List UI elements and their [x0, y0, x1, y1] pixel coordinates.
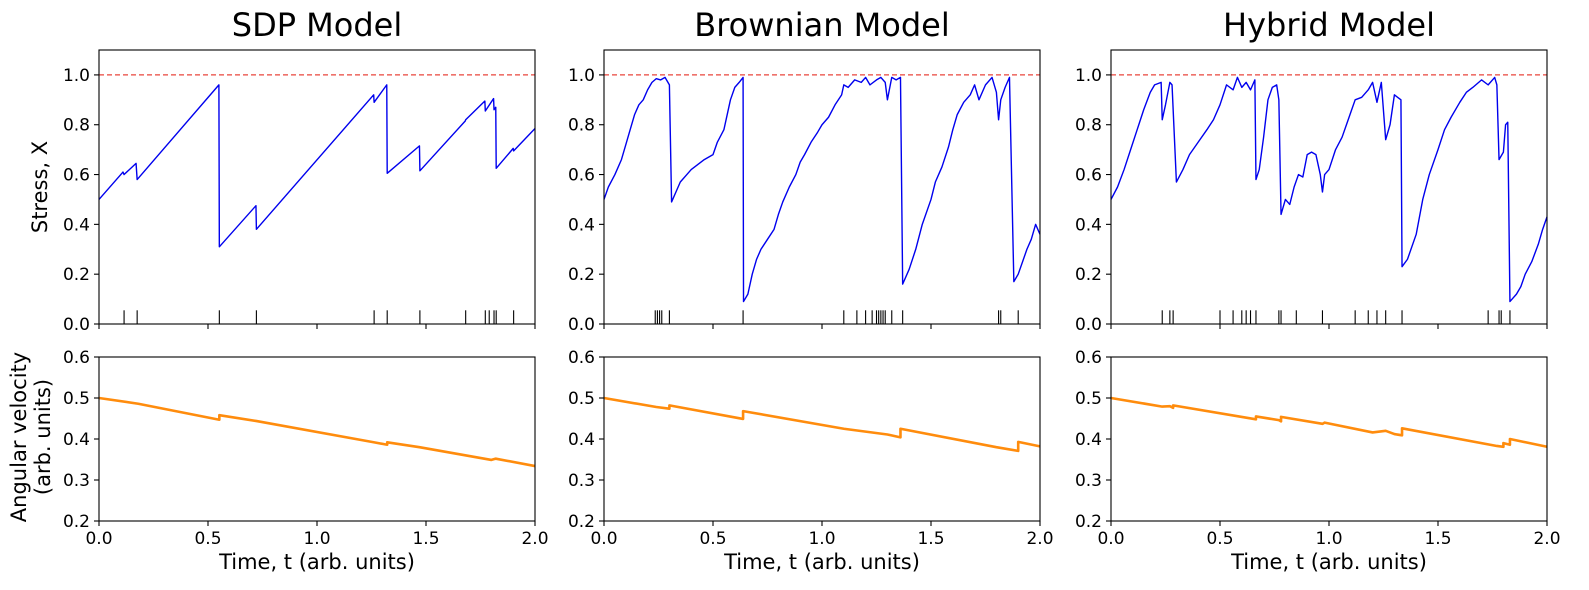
- sdp-model-stress-ytick-label: 0.6: [63, 166, 90, 186]
- hybrid-model-velocity-ytick-label: 0.4: [1075, 430, 1102, 450]
- hybrid-model-stress-ytick-label: 0.4: [1075, 215, 1102, 235]
- sdp-model-stress-ytick-label: 0.2: [63, 265, 90, 285]
- hybrid-model-velocity-frame: [1110, 356, 1548, 522]
- sdp-model-velocity-series: [98, 396, 536, 468]
- hybrid-model-stress-frame: [1110, 49, 1548, 325]
- sdp-model-x-axis-label: Time, t (arb. units): [218, 550, 415, 574]
- brownian-model-velocity-xtick-label: 2.0: [1026, 529, 1053, 549]
- sdp-model-velocity-xtick-label: 0.5: [194, 529, 221, 549]
- hybrid-model-stress-ytick-label: 0.6: [1075, 166, 1102, 186]
- hybrid-model-velocity-xtick-label: 1.5: [1424, 529, 1451, 549]
- sdp-model-velocity-ytick-label: 0.6: [63, 348, 90, 368]
- brownian-model-stress-ytick-label: 0.2: [568, 265, 595, 285]
- brownian-model-stress-ytick-label: 0.0: [568, 315, 595, 335]
- y-axis-label-angular-velocity-units: (arb. units): [31, 379, 55, 495]
- hybrid-model-velocity-ytick-label: 0.3: [1075, 471, 1102, 491]
- panel-brownian-model: Brownian Model0.00.20.40.60.81.00.20.30.…: [568, 6, 1054, 574]
- hybrid-model-stress-ytick-label: 0.2: [1075, 265, 1102, 285]
- brownian-model-stress-ytick-label: 1.0: [568, 66, 595, 86]
- brownian-model-velocity-series: [603, 396, 1041, 453]
- hybrid-model-stress-ytick-label: 1.0: [1075, 66, 1102, 86]
- sdp-model-velocity-ytick-label: 0.4: [63, 430, 90, 450]
- brownian-model-x-axis-label: Time, t (arb. units): [723, 550, 920, 574]
- brownian-model-velocity-xtick-label: 0.5: [699, 529, 726, 549]
- hybrid-model-x-axis-label: Time, t (arb. units): [1230, 550, 1427, 574]
- brownian-model-stress-frame: [603, 49, 1041, 325]
- hybrid-model-stress-ytick-label: 0.0: [1075, 315, 1102, 335]
- sdp-model-velocity-ytick-label: 0.2: [63, 512, 90, 532]
- y-axis-label-angular-velocity: Angular velocity: [7, 352, 31, 522]
- hybrid-model-velocity-xtick-label: 1.0: [1315, 529, 1342, 549]
- sdp-model-stress-frame: [98, 49, 536, 325]
- brownian-model-velocity-ytick-label: 0.6: [568, 348, 595, 368]
- hybrid-model-title: Hybrid Model: [1223, 6, 1435, 44]
- brownian-model-velocity-xtick-label: 1.0: [808, 529, 835, 549]
- y-axis-label-stress: Stress, X: [28, 141, 52, 233]
- sdp-model-title: SDP Model: [232, 6, 403, 44]
- sdp-model-stress-series: [98, 84, 536, 248]
- brownian-model-velocity-xtick-label: 1.5: [917, 529, 944, 549]
- hybrid-model-velocity-xtick-label: 0.5: [1206, 529, 1233, 549]
- sdp-model-velocity-frame: [98, 356, 536, 522]
- sdp-model-stress-ytick-label: 0.4: [63, 215, 90, 235]
- hybrid-model-stress-series: [1110, 76, 1548, 303]
- sdp-model-stress-ytick-label: 0.0: [63, 315, 90, 335]
- brownian-model-stress-ytick-label: 0.8: [568, 116, 595, 136]
- brownian-model-velocity-ytick-label: 0.4: [568, 430, 595, 450]
- sdp-model-velocity-ytick-label: 0.3: [63, 471, 90, 491]
- sdp-model-velocity-xtick-label: 1.5: [412, 529, 439, 549]
- hybrid-model-velocity-series: [1110, 396, 1548, 449]
- hybrid-model-velocity-xtick-label: 0.0: [1097, 529, 1124, 549]
- hybrid-model-velocity-ytick-label: 0.2: [1075, 512, 1102, 532]
- hybrid-model-velocity-ytick-label: 0.5: [1075, 389, 1102, 409]
- sdp-model-velocity-xtick-label: 2.0: [521, 529, 548, 549]
- brownian-model-stress-ytick-label: 0.4: [568, 215, 595, 235]
- hybrid-model-stress-ytick-label: 0.8: [1075, 116, 1102, 136]
- brownian-model-velocity-ytick-label: 0.3: [568, 471, 595, 491]
- brownian-model-stress-series: [603, 76, 1041, 303]
- brownian-model-velocity-xtick-label: 0.0: [590, 529, 617, 549]
- hybrid-model-velocity-ytick-label: 0.6: [1075, 348, 1102, 368]
- panel-hybrid-model: Hybrid Model0.00.20.40.60.81.00.20.30.40…: [1075, 6, 1561, 574]
- panel-sdp-model: SDP Model0.00.20.40.60.81.00.20.30.40.50…: [63, 6, 549, 574]
- hybrid-model-velocity-xtick-label: 2.0: [1533, 529, 1560, 549]
- sdp-model-stress-ytick-label: 0.8: [63, 116, 90, 136]
- brownian-model-velocity-ytick-label: 0.5: [568, 389, 595, 409]
- sdp-model-stress-ytick-label: 1.0: [63, 66, 90, 86]
- brownian-model-velocity-frame: [603, 356, 1041, 522]
- sdp-model-velocity-ytick-label: 0.5: [63, 389, 90, 409]
- brownian-model-title: Brownian Model: [694, 6, 949, 44]
- sdp-model-velocity-xtick-label: 1.0: [303, 529, 330, 549]
- brownian-model-stress-ytick-label: 0.6: [568, 166, 595, 186]
- brownian-model-velocity-ytick-label: 0.2: [568, 512, 595, 532]
- sdp-model-velocity-xtick-label: 0.0: [85, 529, 112, 549]
